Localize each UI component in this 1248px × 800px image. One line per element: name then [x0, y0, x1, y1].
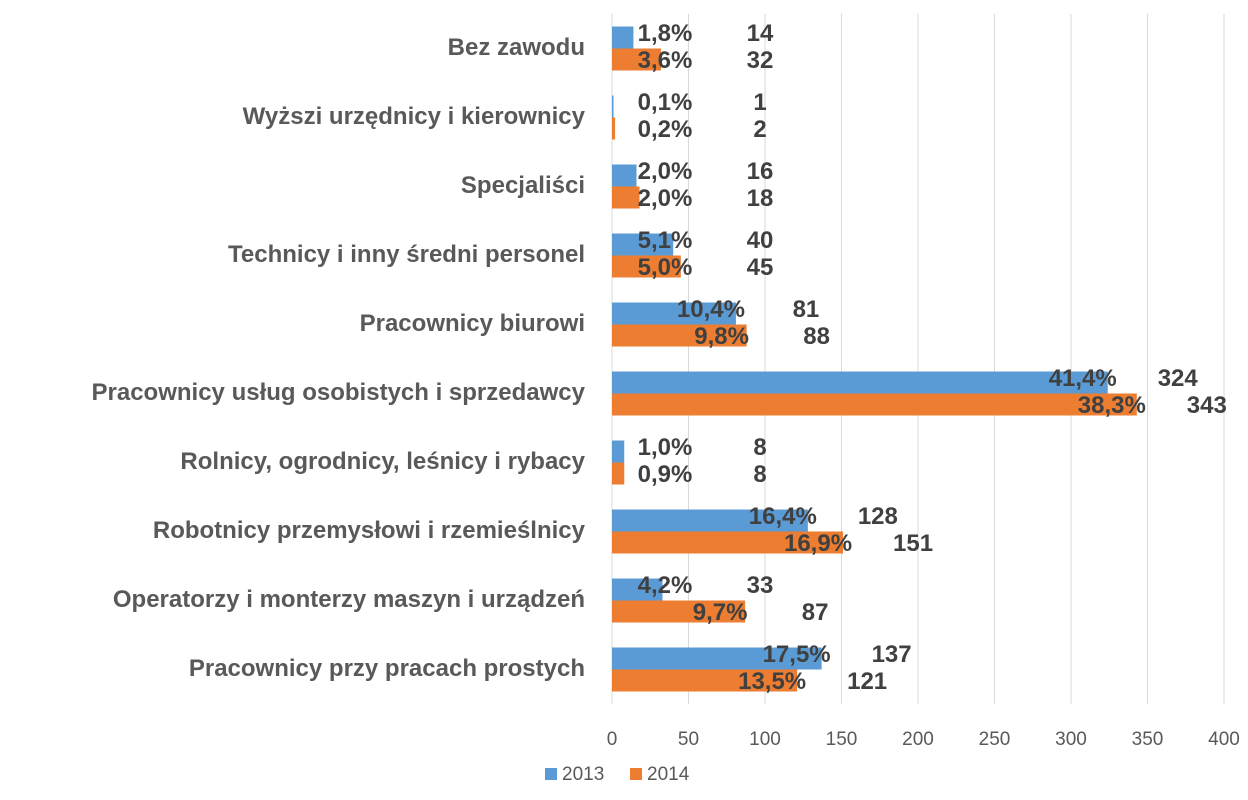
bar [612, 164, 637, 187]
bar [612, 48, 661, 71]
category-label: Pracownicy biurowi [360, 310, 585, 337]
bar [612, 26, 634, 49]
value-label: 8 [753, 434, 766, 461]
x-tick-label: 0 [607, 729, 618, 750]
category-label: Specjaliści [461, 172, 585, 199]
value-label: 8 [753, 461, 766, 488]
bar [612, 95, 614, 118]
bar [612, 302, 736, 325]
value-label: 88 [803, 323, 830, 350]
value-label: 137 [872, 641, 912, 668]
legend-label: 2013 [562, 764, 604, 785]
x-tick-label: 150 [826, 729, 858, 750]
share-label: 41,4% [1049, 365, 1117, 392]
legend-label: 2014 [647, 764, 690, 785]
bar [612, 531, 844, 554]
bar [612, 186, 640, 209]
value-label: 18 [747, 185, 774, 212]
share-label: 2,0% [638, 158, 693, 185]
share-label: 1,8% [638, 20, 693, 47]
category-label: Rolnicy, ogrodnicy, leśnicy i rybacy [180, 448, 585, 475]
share-label: 9,8% [694, 323, 749, 350]
share-label: 2,0% [638, 185, 693, 212]
share-label: 1,0% [638, 434, 693, 461]
value-label: 87 [802, 599, 829, 626]
value-label: 81 [793, 296, 820, 323]
value-label: 1 [753, 89, 766, 116]
share-label: 0,9% [638, 461, 693, 488]
bar [612, 647, 822, 670]
value-label: 151 [893, 530, 933, 557]
bar [612, 509, 808, 532]
share-label: 5,0% [638, 254, 693, 281]
category-label: Wyższi urzędnicy i kierownicy [243, 103, 586, 130]
category-label: Robotnicy przemysłowi i rzemieślnicy [153, 517, 586, 544]
share-label: 13,5% [738, 668, 806, 695]
x-tick-label: 200 [902, 729, 934, 750]
bar [612, 440, 625, 463]
share-label: 0,2% [638, 116, 693, 143]
share-label: 16,4% [749, 503, 817, 530]
share-label: 4,2% [638, 572, 693, 599]
value-label: 2 [753, 116, 766, 143]
share-label: 0,1% [638, 89, 693, 116]
category-label: Technicy i inny średni personel [228, 241, 585, 268]
bar [612, 371, 1108, 394]
bar [612, 324, 747, 347]
share-label: 17,5% [763, 641, 831, 668]
value-label: 40 [747, 227, 774, 254]
bar [612, 117, 616, 140]
x-tick-label: 300 [1055, 729, 1087, 750]
bar [612, 393, 1137, 416]
bar [612, 669, 798, 692]
value-label: 45 [747, 254, 774, 281]
share-label: 10,4% [677, 296, 745, 323]
share-label: 3,6% [638, 47, 693, 74]
bar [612, 233, 674, 256]
bar [612, 578, 663, 601]
x-tick-label: 50 [678, 729, 699, 750]
value-label: 32 [747, 47, 774, 74]
value-label: 324 [1158, 365, 1199, 392]
share-label: 16,9% [784, 530, 852, 557]
x-tick-label: 100 [749, 729, 781, 750]
category-label: Operatorzy i monterzy maszyn i urządzeń [113, 586, 585, 613]
category-label: Bez zawodu [448, 34, 585, 61]
value-label: 33 [747, 572, 774, 599]
legend-swatch [545, 768, 557, 780]
x-tick-label: 400 [1208, 729, 1240, 750]
share-label: 5,1% [638, 227, 693, 254]
share-label: 9,7% [693, 599, 748, 626]
bar [612, 255, 681, 278]
value-label: 14 [747, 20, 774, 47]
x-tick-label: 350 [1132, 729, 1164, 750]
legend-swatch [630, 768, 642, 780]
category-label: Pracownicy przy pracach prostych [189, 655, 585, 682]
category-label: Pracownicy usług osobistych i sprzedawcy [92, 379, 586, 406]
value-label: 128 [858, 503, 898, 530]
x-tick-label: 250 [979, 729, 1011, 750]
share-label: 38,3% [1078, 392, 1146, 419]
value-label: 121 [847, 668, 887, 695]
value-label: 16 [747, 158, 774, 185]
bar [612, 462, 625, 485]
bar [612, 600, 746, 623]
value-label: 343 [1187, 392, 1227, 419]
